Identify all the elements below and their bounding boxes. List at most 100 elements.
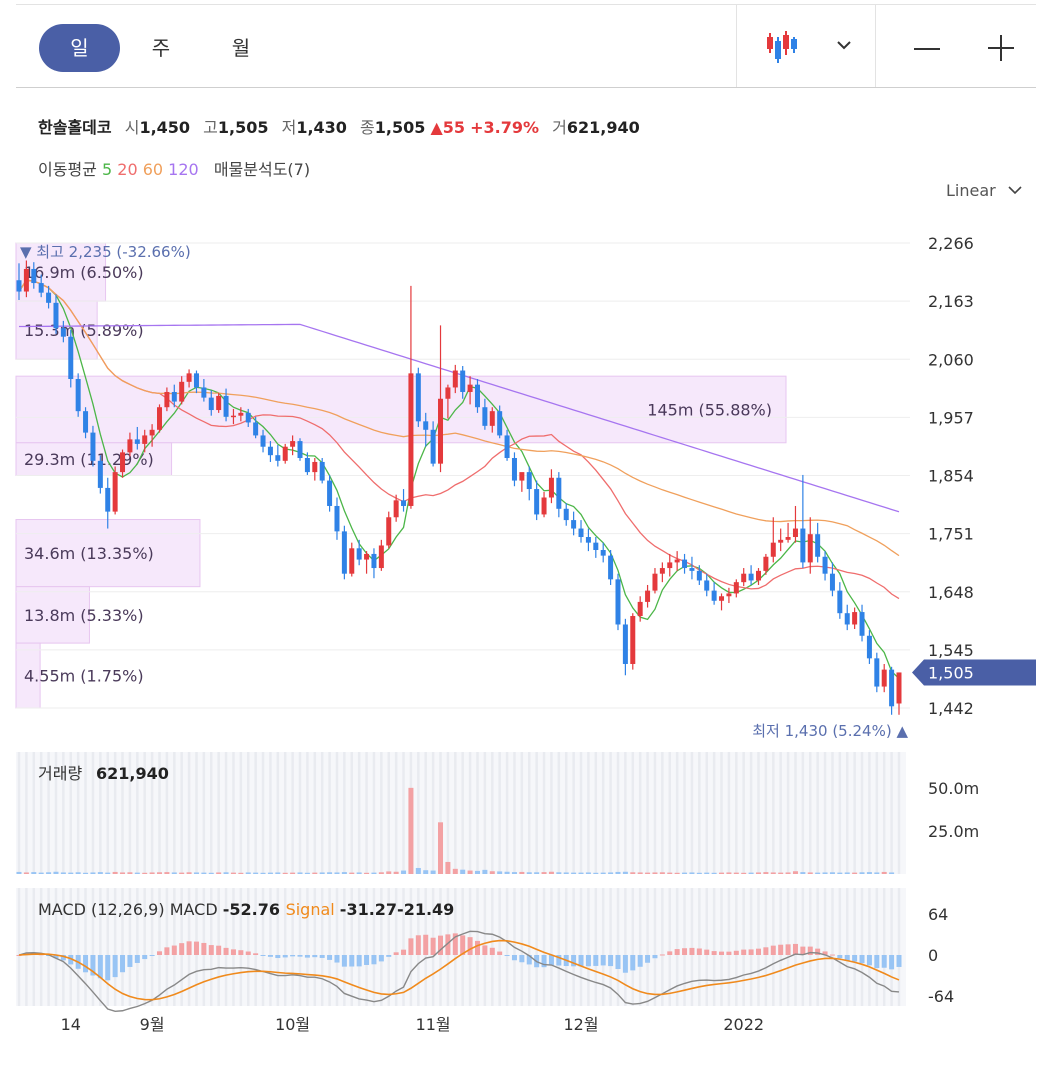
macd-histogram-bar [304,955,310,958]
volume-bar [822,872,828,874]
volume-bar [844,872,850,874]
macd-histogram-bar [438,935,444,955]
date-tick-label: 9월 [140,1015,165,1034]
chevron-down-icon[interactable] [834,35,854,55]
ma60-label[interactable]: 60 [142,160,164,179]
macd-histogram-bar [652,955,658,959]
candle-body [563,508,569,521]
ma120-label[interactable]: 120 [168,160,199,179]
volume-bar [445,861,451,874]
macd-histogram-bar [519,955,525,963]
volume-bar [770,872,776,874]
price-grid [16,242,910,709]
candle-body [593,542,599,550]
candle-body [815,534,821,557]
candle-body [238,412,244,416]
macd-histogram-bar [193,941,199,955]
ma20-label[interactable]: 20 [117,160,138,179]
macd-histogram-bar [297,955,303,957]
candle-body [622,624,628,664]
scale-dropdown[interactable]: Linear [946,181,1023,200]
macd-histogram-bar [245,951,251,955]
macd-histogram-bar [541,955,547,968]
candle-body [711,590,717,601]
volume-bar [31,872,37,874]
macd-histogram-bar [83,955,89,973]
macd-histogram-bar [97,955,103,979]
candle-body [304,458,310,473]
macd-histogram-bar [275,955,281,959]
macd-line [18,930,900,1013]
volume-profile-label: 13.8m (5.33%) [24,606,144,625]
candle-body [349,548,355,574]
macd-histogram-bar [460,935,466,955]
tab-weekly[interactable]: 주 [151,36,171,60]
ma5-label[interactable]: 5 [101,160,113,179]
candle-body [889,669,895,707]
volume-panel-bg [16,752,906,874]
macd-histogram-bar [556,955,562,966]
tab-daily[interactable]: 일 [39,24,120,72]
volume-bar [881,871,887,874]
volume-bar [497,871,503,874]
volume-bar [364,872,370,874]
volume-bar [504,871,510,874]
macd-histogram-bar [401,949,407,955]
price-tick-label: 1,854 [928,467,974,486]
candle-body [474,384,480,408]
macd-histogram-bar [711,951,717,955]
volume-profile-label[interactable]: 매물분석도(7) [213,160,311,179]
candle-body [778,539,784,543]
min-label: 최저 1,430 (5.24%) ▲ [752,722,908,740]
tab-monthly[interactable]: 월 [231,36,251,60]
candle-body [748,573,754,581]
macd-histogram-bar [645,955,651,963]
candle-body [393,500,399,518]
volume-bar [489,871,495,874]
macd-histogram-bar [105,955,111,981]
candle-body [16,280,22,292]
volume-bar [608,872,614,874]
macd-tick-label: 64 [928,905,948,924]
candle-body [356,548,362,560]
candle-body [733,582,739,594]
macd-histogram-bar [881,955,887,968]
candle-body [46,292,52,303]
candle-body [534,489,540,515]
candle-body [423,421,429,430]
minus-icon[interactable] [912,35,942,65]
candle-body [230,415,236,418]
volume-bar [267,872,273,874]
macd-histogram-bar [31,953,37,955]
candle-body [541,497,547,515]
macd-histogram-bar [866,955,872,966]
price-tick-label: 2,060 [928,350,974,369]
macd-histogram-bar [571,955,577,967]
macd-histogram-bar [60,955,66,961]
price-axis: 2,266 2,163 2,060 1,957 1,854 1,751 1,648 1,545… [20,234,1036,740]
volume-bar [622,871,628,874]
candle-body [127,439,133,453]
macd-histogram-bar [238,950,244,955]
candlestick-icon[interactable] [764,29,804,65]
plus-icon[interactable] [986,33,1016,63]
candle-body [282,446,288,461]
macd-histogram-bar [741,949,747,955]
candle-body [859,612,865,636]
price-tick-label: 2,163 [928,292,974,311]
volume-bar [216,872,222,874]
candle-body [571,520,577,529]
candle-body [460,370,466,392]
volume-bar [38,872,44,874]
macd-legend-part: -31.27-21.49 [340,900,455,919]
macd-histogram-bar [622,955,628,973]
candle-body [852,612,858,625]
macd-histogram-bar [452,933,458,955]
candle-body [401,500,407,506]
macd-histogram-bar [615,955,621,970]
macd-histogram-bar [423,934,429,955]
volume-bar [659,872,665,874]
candle-body [430,429,436,464]
high-label: 고 [203,118,218,137]
macd-tick-label: -64 [928,987,954,1006]
